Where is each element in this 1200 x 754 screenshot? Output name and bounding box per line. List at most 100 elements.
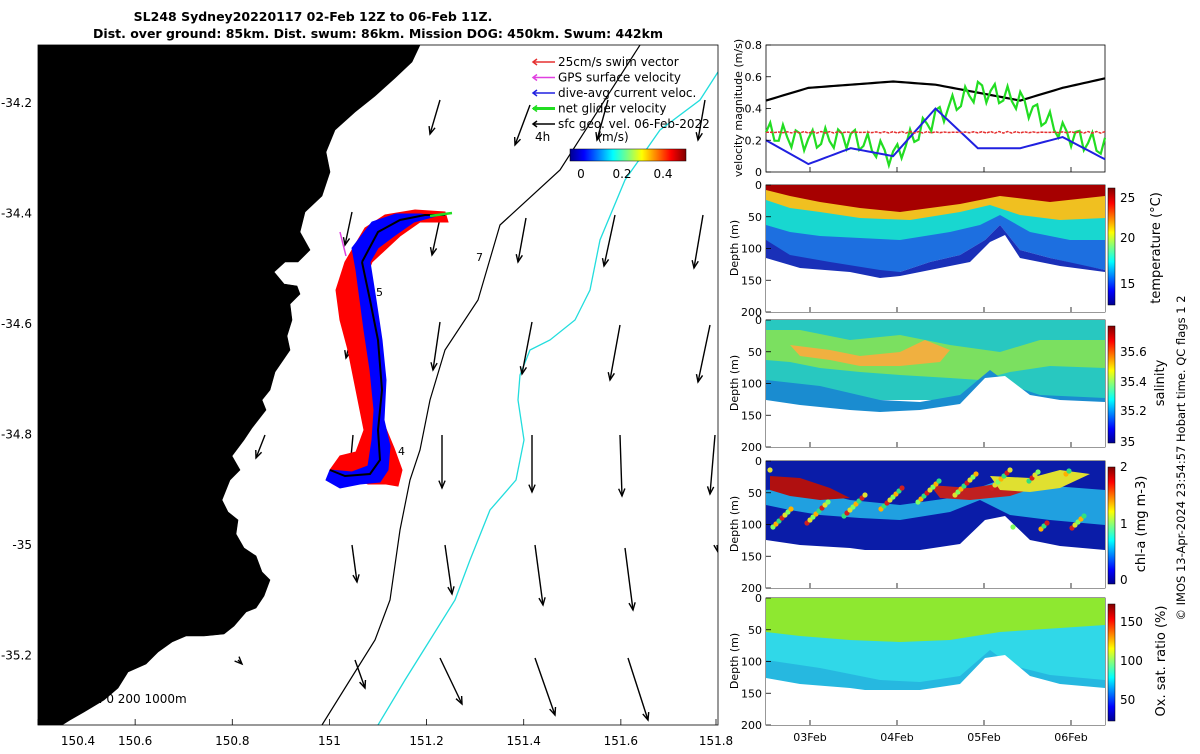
colorbar-tick-label: 1 [1120,517,1128,531]
map-legend-item: dive-avg current veloc. [531,86,696,100]
oxygen-cb-label: Ox. sat. ratio (%) [1154,606,1169,717]
temperature-hot [766,185,1105,212]
depth-tick-label: 0 [755,592,762,605]
velocity-y-tick-label: 0.6 [745,71,763,84]
depth-tick-label: 200 [741,441,762,454]
map-x-tick-label: 151.4 [507,734,541,748]
title-line-2: Dist. over ground: 85km. Dist. swum: 86k… [93,26,663,41]
colorbar-tick-label: 25 [1120,191,1135,205]
velocity-series-line [764,79,1107,170]
geo-velocity-arrow [695,99,706,142]
track-line-south [329,261,384,478]
map-legend-label: 25cm/s swim vector [558,55,679,69]
chla-colorbar [1107,466,1116,585]
map-legend-label: sfc geo. vel. 06-Feb-2022 [558,117,710,131]
time-x-ticks: 03Feb 04Feb 05Feb 06Feb [793,167,1088,744]
map-x-tick-label: 151 [318,734,341,748]
time-tick-label: 03Feb [793,731,826,744]
salinity-y-ticks: 0 50 100 150 200 [741,314,771,454]
map-y-tick-label: -35.2 [1,649,32,663]
geo-velocity-arrow [519,321,533,376]
colorbar-tick-label: 20 [1120,231,1135,245]
map-x-tick-label: 150.8 [215,734,249,748]
map-y-tick-label: -34.2 [1,96,32,110]
map-colorbar [569,148,687,162]
map-colorbar-tick-0: 0 [577,167,585,181]
depth-tick-label: 150 [741,409,762,422]
geo-velocity-arrow [444,544,455,596]
chla-panel: 0 50 100 150 200 Depth (m) 0 1 2 chl-a (mg m-3… [728,455,1149,595]
chla-max [770,476,850,500]
chla-cb-ticks: 0 1 2 [1120,460,1128,587]
geo-velocity-arrow [691,214,704,270]
depth-tick-label: 50 [748,487,762,500]
map-y-tick-label: -34.6 [1,317,32,331]
geo-velocity-arrow [706,434,716,496]
geo-velocity-arrow [428,99,441,136]
chla-sample-dot [788,506,794,512]
geo-velocity-arrow [534,544,546,607]
depth-tick-label: 150 [741,274,762,287]
temperature-nodata [766,235,1105,312]
map-y-tick-label: -34.4 [1,207,32,221]
map-colorbar-tick-0.4: 0.4 [653,167,672,181]
track-dive-avg-current [325,213,437,489]
depth-tick-label: 50 [748,624,762,637]
geo-velocity-arrow [439,657,463,706]
geo-velocity-arrow [627,657,650,722]
map-legend-item: 25cm/s swim vector [531,55,679,69]
salinity-colorbar [1107,325,1116,444]
gps-surface-velocity-vector [339,231,347,257]
depth-tick-label: 200 [741,306,762,319]
isobath-200m [321,45,641,725]
coastline-land [38,45,421,725]
chla-sample-dot [1007,467,1013,473]
geo-velocity-arrow [515,217,527,264]
salinity-cb-label: salinity [1153,359,1168,406]
oxygen-y-ticks: 0 50 100 150 200 [741,592,771,732]
temperature-colorbar [1107,187,1116,306]
geo-velocity-arrow [601,214,616,268]
geo-velocity-arrow [438,435,446,490]
map-legend: 25cm/s swim vector GPS surface velocitydi… [531,55,710,131]
depth-tick-label: 150 [741,550,762,563]
depth-tick-label: 0 [755,179,762,192]
velocity-ylabel: velocity magnitude (m/s) [732,39,745,177]
time-tick-label: 05Feb [967,731,1000,744]
salinity-cb-ticks: 35 35.2 35.4 35.6 [1120,345,1147,449]
colorbar-unit-label: (m/s) [597,130,628,144]
map-x-tick-label: 151.2 [409,734,443,748]
geo-velocity-arrow [342,211,353,247]
imos-side-note: © IMOS 13-Apr-2024 23:54:57 Hobart time.… [1174,295,1188,620]
geo-velocity-arrow [351,544,360,584]
velocity-series-line [765,107,1106,166]
map-panel: 5 4 7 150.4 150.6 150.8 151 151.2 151.4 151.6 1… [1,44,733,748]
velocity-y-tick-label: 0.4 [745,103,763,116]
net-glider-velocity-vector [429,211,453,218]
map-frame [37,44,719,726]
map-y-ticks: -34.2 -34.4 -34.6 -34.8 -35 -35.2 [1,96,44,663]
colorbar-tick-label: 150 [1120,615,1143,629]
map-x-tick-label: 150.4 [61,734,95,748]
depth-tick-label: 100 [741,243,762,256]
chla-sample-dot [899,485,905,491]
time-tick-label: 04Feb [880,731,913,744]
map-legend-label: net glider velocity [558,102,666,116]
track-label-5: 5 [376,286,383,299]
map-legend-item: GPS surface velocity [531,71,681,85]
colorbar-tick-label: 35.4 [1120,375,1147,389]
geo-velocity-arrow [513,104,531,147]
geo-velocity-arrow [255,434,266,460]
depth-tick-label: 50 [748,211,762,224]
map-y-tick-label: -34.8 [1,428,32,442]
map-x-tick-label: 150.6 [118,734,152,748]
chla-nodata [766,516,1105,588]
map-legend-label: dive-avg current veloc. [558,86,696,100]
depth-tick-label: 100 [741,378,762,391]
chla-sample-dot [1081,513,1087,519]
chla-y-ticks: 0 50 100 150 200 [741,455,771,595]
chla-sample-dot [862,492,868,498]
map-colorbar-tick-0.2: 0.2 [612,167,631,181]
geo-velocity-arrow [354,659,367,690]
velocity-panel: 0 0.2 0.4 0.6 0.8 velocity magnitude (m/s) [732,39,1107,179]
